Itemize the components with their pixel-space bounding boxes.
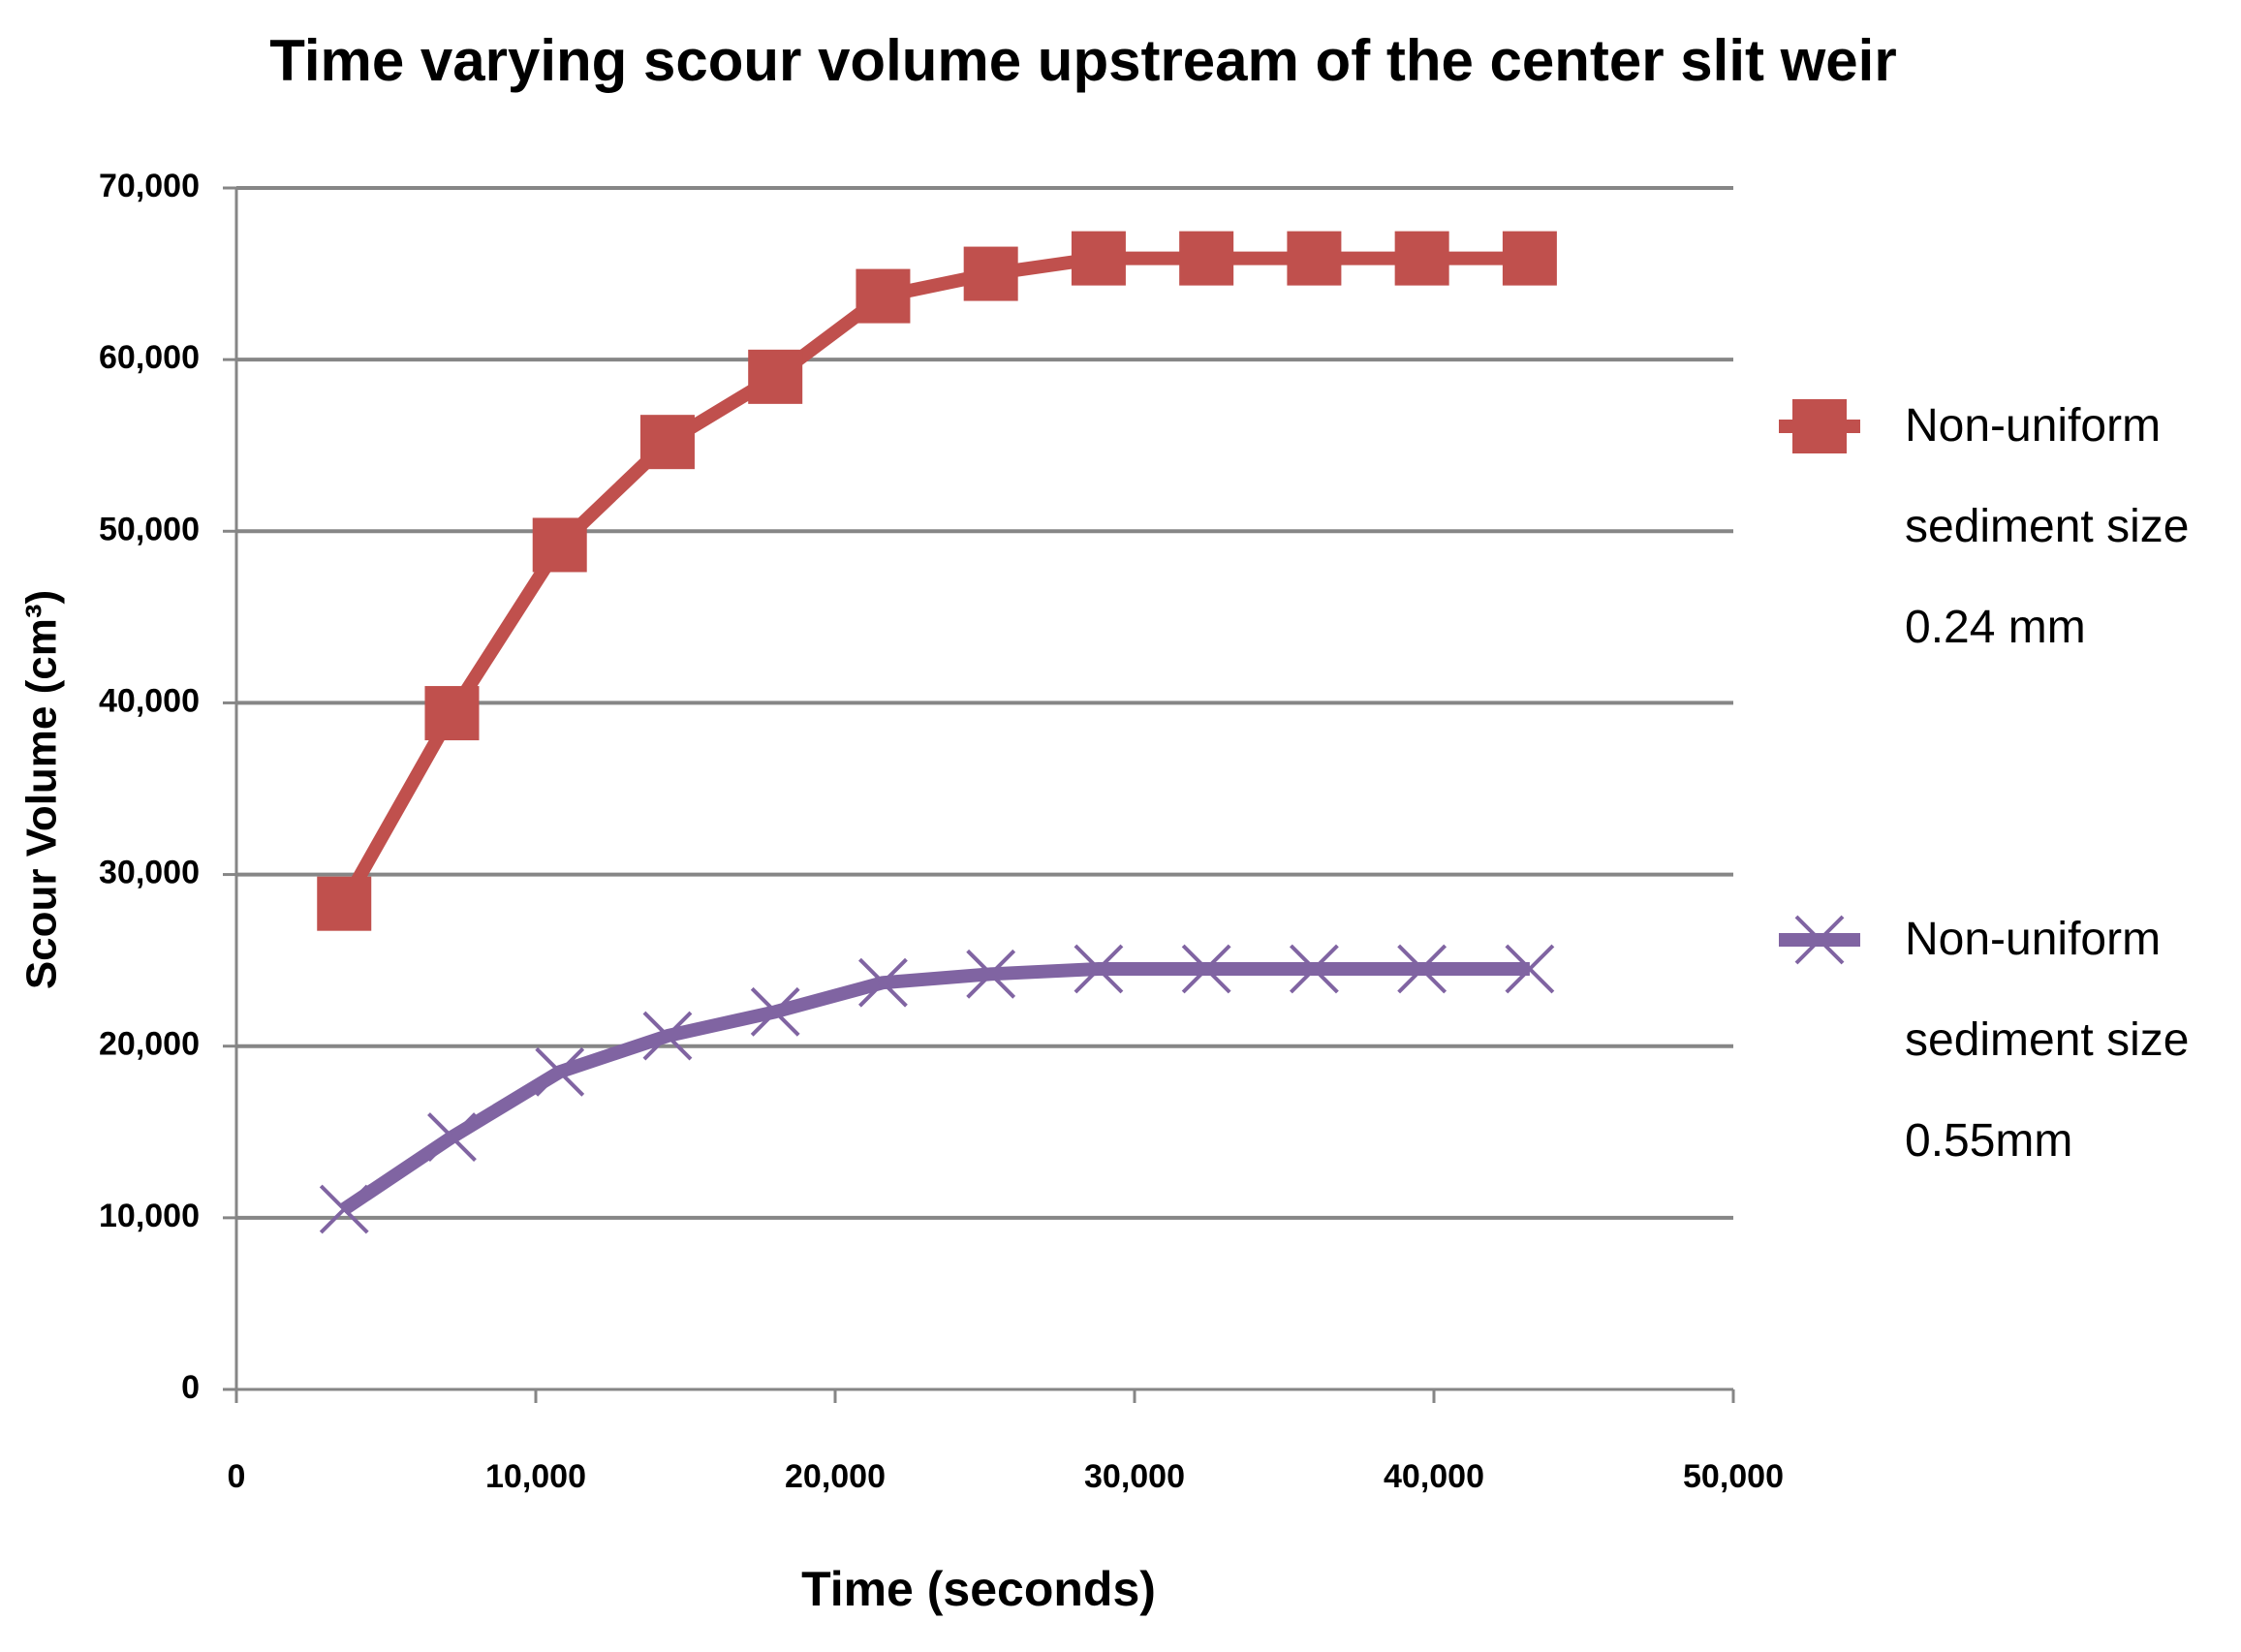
marker <box>642 1011 693 1061</box>
chart-title: Time varying scour volume upstream of th… <box>269 28 1896 93</box>
series-line <box>340 962 1530 1215</box>
series-line <box>338 251 1530 908</box>
x-axis-label: Time (seconds) <box>801 1562 1156 1616</box>
marker <box>963 246 1018 301</box>
y-tick-label: 40,000 <box>99 682 200 719</box>
series <box>319 944 1555 1234</box>
marker <box>750 986 800 1037</box>
y-tick-label: 20,000 <box>99 1026 200 1063</box>
x-tick-label: 30,000 <box>1084 1458 1185 1495</box>
x-tick-label: 0 <box>228 1458 246 1495</box>
marker <box>639 415 695 470</box>
marker <box>1074 944 1124 994</box>
marker <box>532 517 587 573</box>
marker <box>1794 915 1845 965</box>
marker <box>858 957 908 1008</box>
legend-label: Non-uniform sediment size 0.24 mm <box>1905 400 2190 653</box>
marker <box>1502 231 1557 286</box>
marker <box>1792 399 1847 453</box>
marker <box>427 1112 477 1163</box>
marker <box>424 686 480 741</box>
y-tick-label: 50,000 <box>99 511 200 547</box>
marker <box>1071 231 1126 286</box>
marker <box>748 349 803 404</box>
x-tick-label: 10,000 <box>485 1458 586 1495</box>
marker <box>535 1046 585 1097</box>
y-tick-label: 30,000 <box>99 855 200 891</box>
marker <box>1287 231 1342 286</box>
legend-label: Non-uniform sediment size 0.55mm <box>1905 914 2190 1167</box>
y-tick-label: 10,000 <box>99 1198 200 1234</box>
marker <box>856 268 911 324</box>
x-tick-label: 40,000 <box>1384 1458 1484 1495</box>
x-tick-label: 50,000 <box>1683 1458 1784 1495</box>
marker <box>1397 944 1447 994</box>
marker <box>1179 231 1234 286</box>
marker <box>1289 944 1339 994</box>
x-tick-label: 20,000 <box>785 1458 886 1495</box>
marker <box>1394 231 1449 286</box>
y-tick-label: 70,000 <box>99 168 200 204</box>
y-tick-label: 60,000 <box>99 339 200 376</box>
marker <box>317 876 372 931</box>
y-tick-label: 0 <box>181 1369 200 1406</box>
y-axis-label: Scour Volume (cm³) <box>18 590 66 989</box>
series <box>317 231 1557 931</box>
marker <box>966 949 1016 999</box>
marker <box>1505 944 1555 994</box>
marker <box>319 1184 369 1234</box>
marker <box>1181 944 1231 994</box>
